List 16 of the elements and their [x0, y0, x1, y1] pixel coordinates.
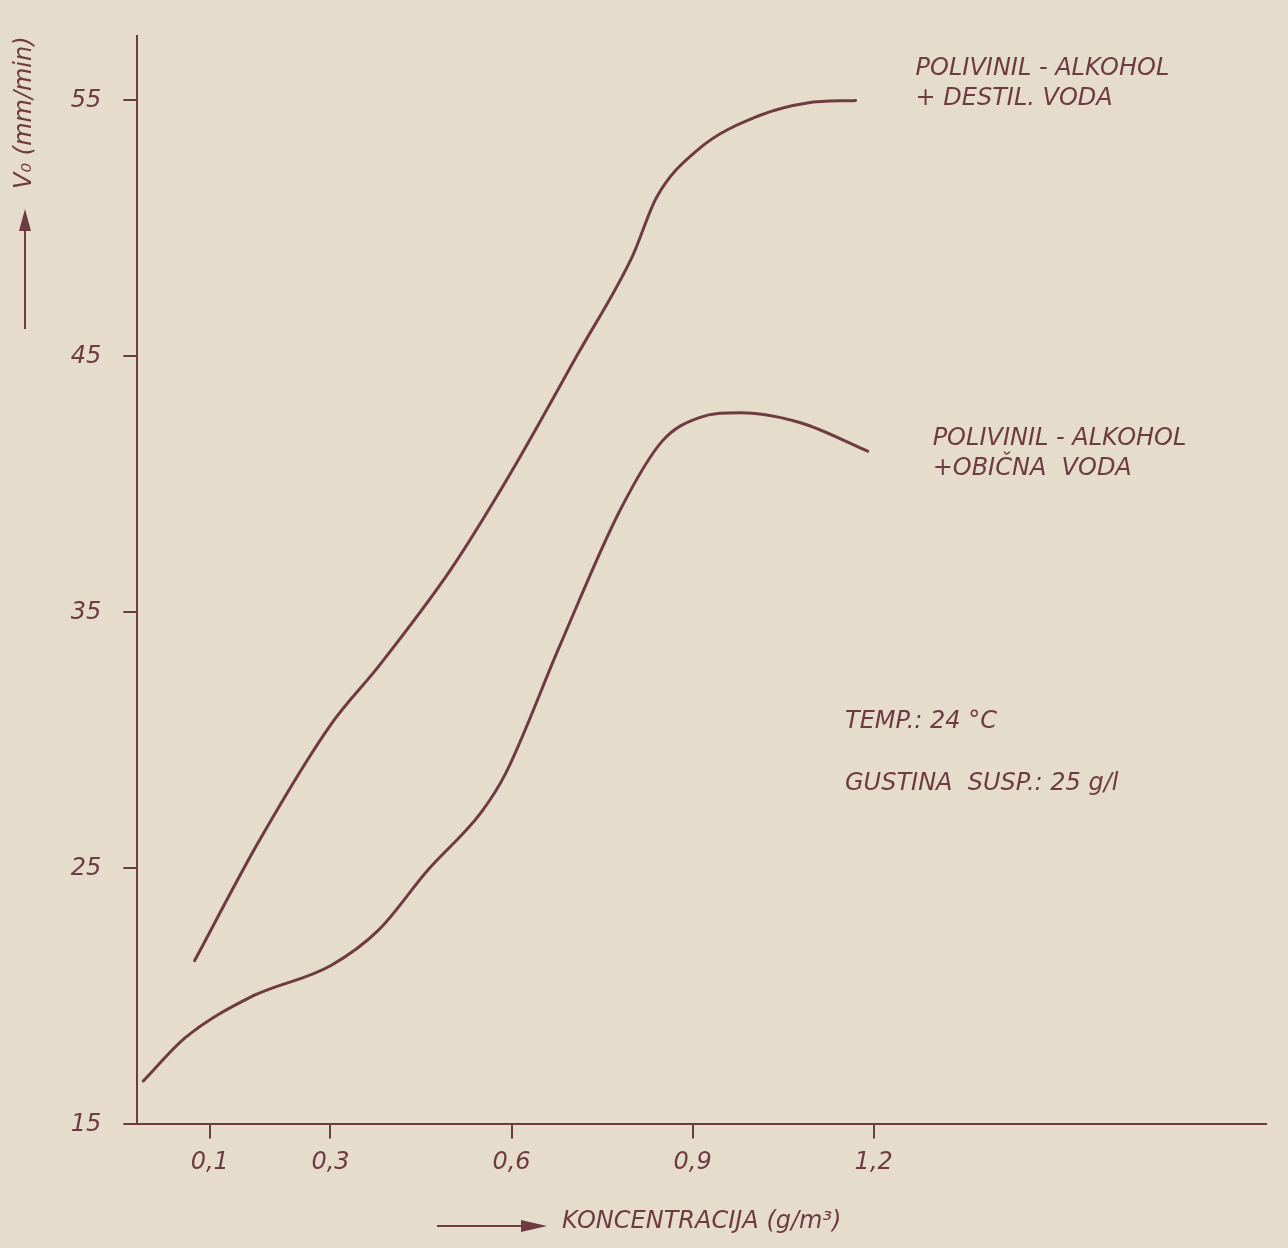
x-axis-title: KONCENTRACIJA (g/m³): [561, 1205, 842, 1234]
y-tick-label: 45: [70, 340, 102, 369]
y-axis-title: V₀ (mm/min): [8, 36, 37, 189]
x-tick-label: 0,3: [311, 1147, 350, 1176]
annotation: GUSTINA SUSP.: 25 g/l: [845, 768, 1119, 797]
y-tick-label: 35: [70, 596, 102, 625]
x-tick-label: 0,6: [492, 1147, 531, 1176]
annotation: TEMP.: 24 °C: [845, 706, 998, 735]
y-tick-label: 15: [70, 1108, 102, 1137]
y-tick-label: 55: [70, 84, 102, 113]
y-tick-label: 25: [70, 852, 102, 881]
x-tick-label: 0,1: [190, 1147, 229, 1176]
x-tick-label: 0,9: [673, 1147, 712, 1176]
text: POLIVINIL - ALKOHOL +OBIČNA VODA: [932, 423, 1187, 482]
text: POLIVINIL - ALKOHOL + DESTIL. VODA: [915, 52, 1170, 111]
x-tick-label: 1,2: [854, 1147, 893, 1176]
